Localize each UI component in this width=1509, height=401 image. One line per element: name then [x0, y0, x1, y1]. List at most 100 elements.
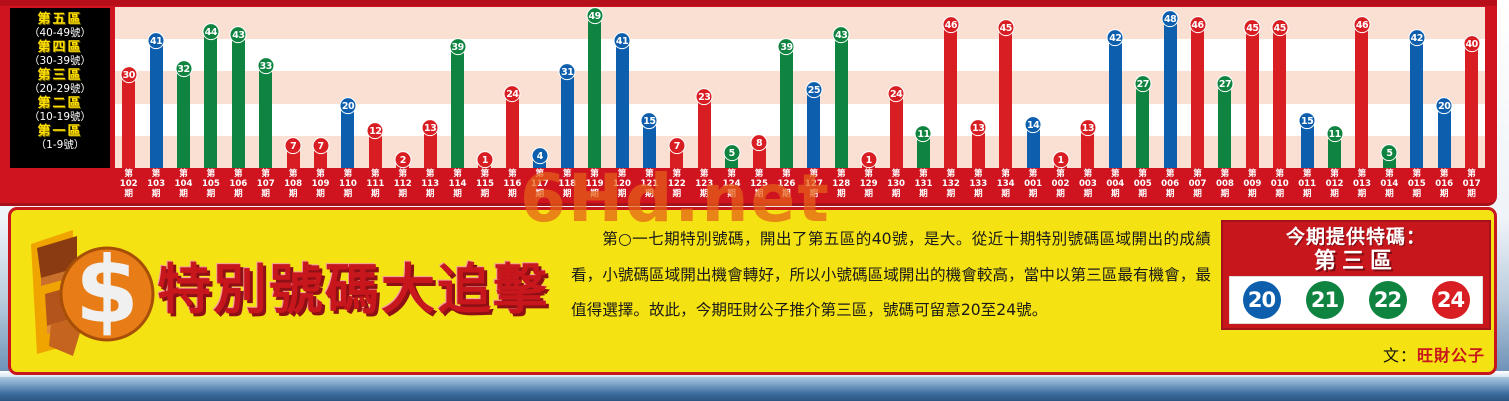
bar[interactable]: 30 — [120, 66, 138, 168]
bar[interactable]: 20 — [339, 97, 357, 168]
bar[interactable]: 49 — [586, 7, 604, 168]
bar-slot[interactable]: 13 — [416, 7, 443, 168]
bar[interactable]: 5 — [723, 143, 741, 168]
bar[interactable]: 43 — [832, 25, 850, 168]
bar-slot[interactable]: 13 — [965, 7, 992, 168]
bar-slot[interactable]: 46 — [1184, 7, 1211, 168]
bar-slot[interactable]: 11 — [910, 7, 937, 168]
bar[interactable]: 8 — [750, 134, 768, 168]
bar-slot[interactable]: 41 — [142, 7, 169, 168]
bar[interactable]: 31 — [558, 63, 576, 168]
bar-slot[interactable]: 13 — [1074, 7, 1101, 168]
tip-ball[interactable]: 20 — [1242, 281, 1281, 319]
bar[interactable]: 25 — [805, 81, 823, 168]
bar[interactable]: 43 — [229, 25, 247, 168]
bar[interactable]: 12 — [366, 121, 384, 168]
bar-slot[interactable]: 2 — [389, 7, 416, 169]
bar-slot[interactable]: 1 — [855, 7, 882, 169]
bar[interactable]: 39 — [449, 38, 467, 168]
bar-slot[interactable]: 45 — [992, 7, 1019, 168]
bar-slot[interactable]: 33 — [252, 7, 279, 168]
bar[interactable]: 42 — [1408, 28, 1426, 168]
bar-slot[interactable]: 32 — [170, 7, 197, 168]
bar[interactable]: 48 — [1161, 10, 1179, 168]
bar-slot[interactable]: 40 — [1458, 7, 1485, 168]
bar[interactable]: 33 — [257, 56, 275, 168]
bar[interactable]: 13 — [969, 118, 987, 168]
bar-slot[interactable]: 14 — [1019, 7, 1046, 168]
bar-slot[interactable]: 7 — [279, 7, 306, 168]
bar-slot[interactable]: 49 — [581, 7, 608, 168]
bar[interactable]: 42 — [1106, 28, 1124, 168]
bar[interactable]: 15 — [640, 112, 658, 168]
bar[interactable]: 1 — [1052, 151, 1070, 169]
bar[interactable]: 46 — [1353, 16, 1371, 168]
bar[interactable]: 7 — [312, 137, 330, 168]
bar-slot[interactable]: 8 — [745, 7, 772, 168]
bar[interactable]: 45 — [1271, 19, 1289, 168]
bar-slot[interactable]: 7 — [307, 7, 334, 168]
bar[interactable]: 14 — [1024, 115, 1042, 168]
bar[interactable]: 15 — [1298, 112, 1316, 168]
bar-slot[interactable]: 43 — [828, 7, 855, 168]
bar[interactable]: 1 — [860, 151, 878, 169]
bar-slot[interactable]: 48 — [1156, 7, 1183, 168]
bar[interactable]: 24 — [887, 84, 905, 168]
bar-slot[interactable]: 39 — [444, 7, 471, 168]
bar-slot[interactable]: 27 — [1129, 7, 1156, 168]
bar[interactable]: 7 — [668, 137, 686, 168]
bar[interactable]: 41 — [613, 31, 631, 168]
bar[interactable]: 45 — [1243, 19, 1261, 168]
bar[interactable]: 13 — [421, 118, 439, 168]
bar-slot[interactable]: 7 — [663, 7, 690, 168]
bar-slot[interactable]: 20 — [334, 7, 361, 168]
bar[interactable]: 7 — [284, 137, 302, 168]
bar-slot[interactable]: 5 — [718, 7, 745, 168]
bar-slot[interactable]: 42 — [1403, 7, 1430, 168]
bar[interactable]: 23 — [695, 87, 713, 168]
bar-slot[interactable]: 30 — [115, 7, 142, 168]
bar[interactable]: 46 — [942, 16, 960, 168]
bar[interactable]: 5 — [1380, 143, 1398, 168]
bar-slot[interactable]: 4 — [526, 7, 553, 168]
bar-slot[interactable]: 15 — [1293, 7, 1320, 168]
bar-slot[interactable]: 46 — [1348, 7, 1375, 168]
bar-slot[interactable]: 15 — [636, 7, 663, 168]
bar-slot[interactable]: 11 — [1321, 7, 1348, 168]
bar-slot[interactable]: 24 — [882, 7, 909, 168]
bar[interactable]: 1 — [476, 151, 494, 169]
bar-slot[interactable]: 24 — [499, 7, 526, 168]
bar-slot[interactable]: 31 — [554, 7, 581, 168]
bar-slot[interactable]: 42 — [1102, 7, 1129, 168]
bar[interactable]: 40 — [1463, 35, 1481, 168]
bar-slot[interactable]: 12 — [362, 7, 389, 168]
bar-slot[interactable]: 45 — [1266, 7, 1293, 168]
bar[interactable]: 44 — [202, 22, 220, 168]
bar-slot[interactable]: 46 — [937, 7, 964, 168]
bar[interactable]: 27 — [1134, 75, 1152, 168]
bar-slot[interactable]: 45 — [1239, 7, 1266, 168]
bar[interactable]: 2 — [394, 151, 412, 169]
bar[interactable]: 32 — [175, 59, 193, 168]
bar-slot[interactable]: 23 — [691, 7, 718, 168]
bar[interactable]: 45 — [997, 19, 1015, 168]
bar[interactable]: 24 — [503, 84, 521, 168]
bar-slot[interactable]: 25 — [800, 7, 827, 168]
bar[interactable]: 4 — [531, 146, 549, 168]
bar[interactable]: 11 — [914, 125, 932, 168]
bar[interactable]: 39 — [777, 38, 795, 168]
bar-slot[interactable]: 44 — [197, 7, 224, 168]
tip-ball[interactable]: 24 — [1431, 281, 1470, 319]
bar-slot[interactable]: 41 — [608, 7, 635, 168]
bar-slot[interactable]: 5 — [1376, 7, 1403, 168]
tip-ball[interactable]: 22 — [1368, 281, 1407, 319]
bar[interactable]: 41 — [147, 31, 165, 168]
bar[interactable]: 11 — [1326, 125, 1344, 168]
bar-slot[interactable]: 39 — [773, 7, 800, 168]
bar[interactable]: 27 — [1216, 75, 1234, 168]
bar-slot[interactable]: 43 — [225, 7, 252, 168]
bar[interactable]: 46 — [1189, 16, 1207, 168]
bar-slot[interactable]: 27 — [1211, 7, 1238, 168]
bar-slot[interactable]: 1 — [1047, 7, 1074, 169]
bar-slot[interactable]: 20 — [1431, 7, 1458, 168]
